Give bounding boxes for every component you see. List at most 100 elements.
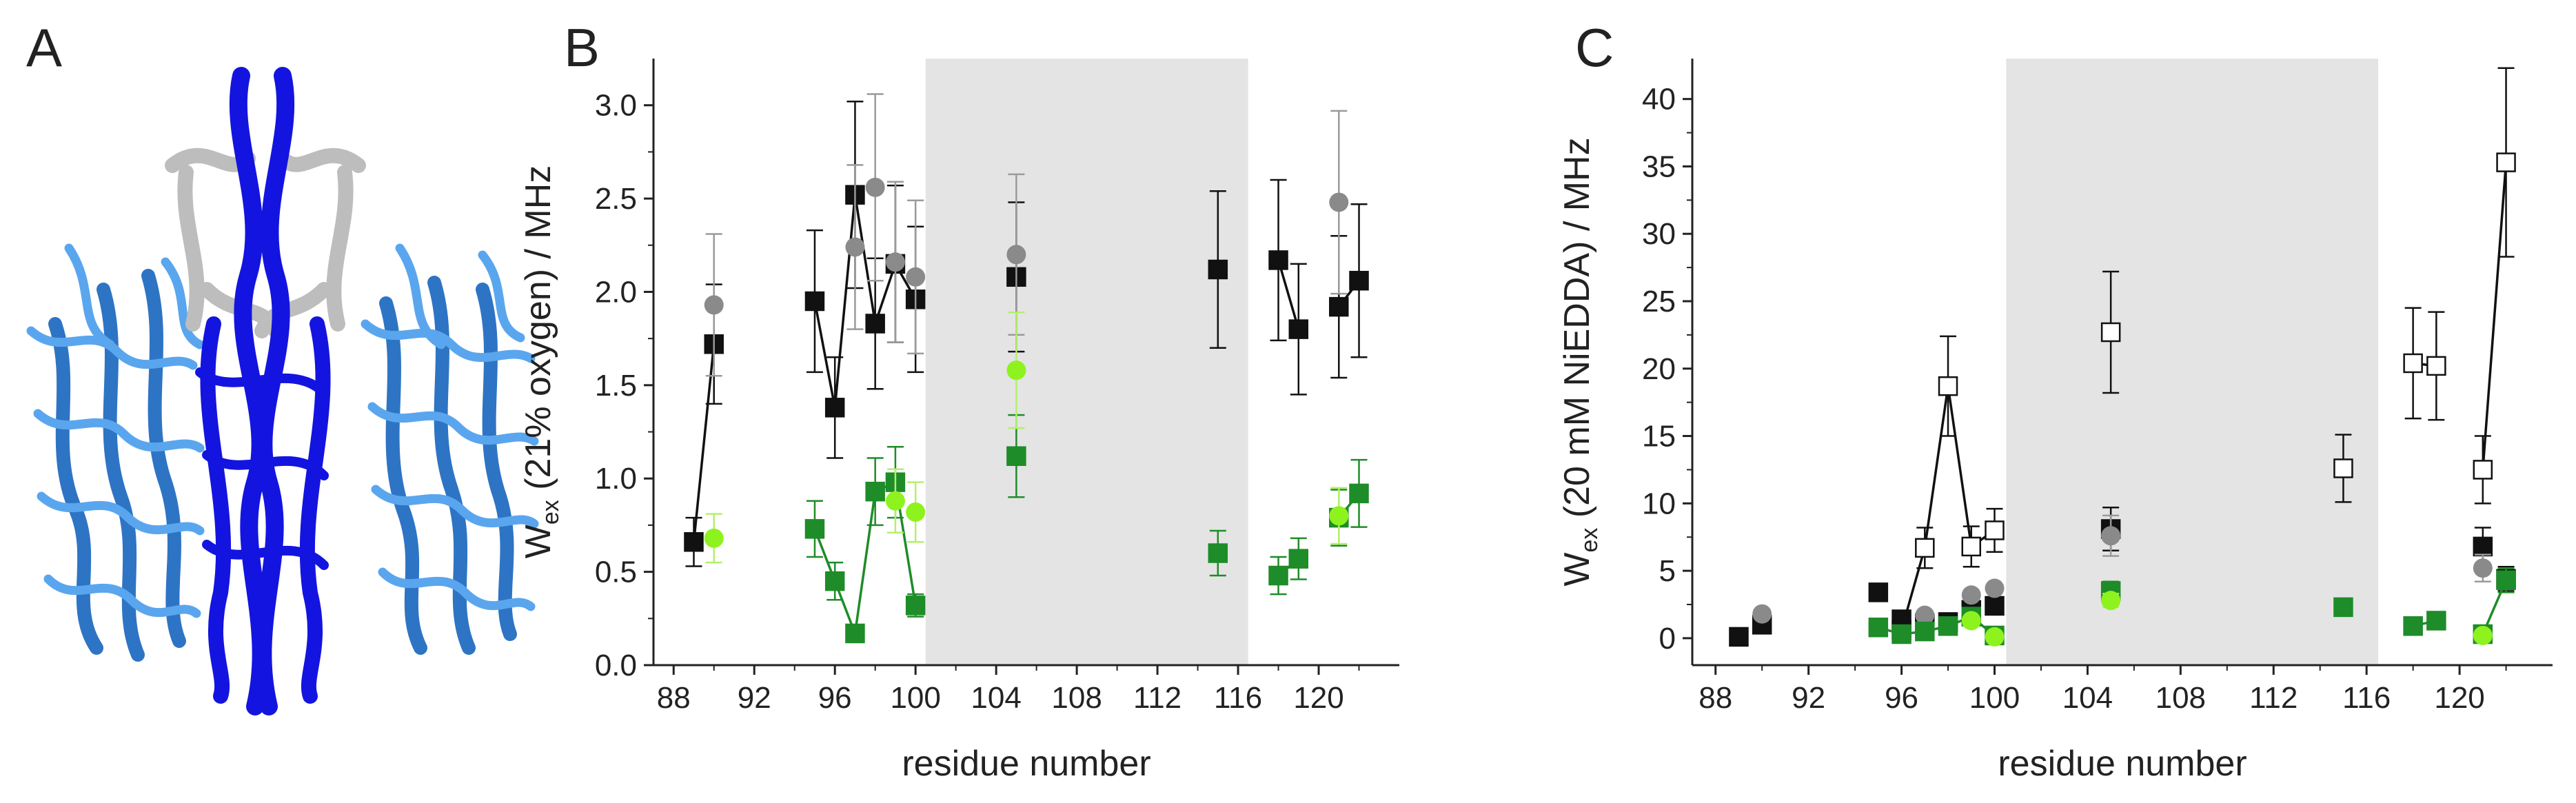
b-y-tick-label: 2.5: [595, 182, 637, 216]
c-point-square: [2426, 611, 2446, 631]
b-point-circle: [865, 177, 885, 197]
b-y-tick-label: 1.0: [595, 462, 637, 496]
b-y-tick-label: 0.0: [595, 649, 637, 682]
c-point-square: [1915, 538, 1935, 558]
b-point-circle: [885, 491, 905, 511]
b-point-circle: [845, 237, 865, 257]
b-point-square: [1006, 446, 1026, 466]
c-series-0: [1892, 67, 2516, 640]
c-point-circle: [2101, 591, 2121, 611]
b-point-square: [804, 519, 825, 539]
central-blue-helices: [195, 67, 331, 715]
b-y-title-subscript: ex: [538, 500, 564, 525]
b-y-tick-label: 3.0: [595, 89, 637, 123]
b-point-square: [1288, 319, 1309, 339]
c-y-tick-label: 30: [1642, 217, 1676, 251]
c-x-tick-label: 116: [2342, 681, 2391, 715]
c-point-square: [1985, 520, 2005, 540]
c-series-4: [1961, 591, 2493, 647]
b-point-circle: [704, 528, 724, 548]
c-point-square: [2403, 353, 2423, 374]
c-y-tick-label: 10: [1642, 487, 1676, 520]
c-y-tick-label: 35: [1642, 150, 1676, 183]
c-x-tick-label: 112: [2249, 681, 2298, 715]
b-point-square: [1208, 543, 1228, 563]
panel-b-label: B: [564, 17, 600, 78]
panel-c-label: C: [1575, 17, 1614, 78]
c-point-circle: [1985, 578, 2005, 598]
c-point-circle: [1985, 627, 2005, 647]
b-y-tick-label: 2.0: [595, 275, 637, 309]
c-x-axis-title: residue number: [1998, 744, 2247, 784]
b-x-tick-label: 100: [890, 681, 940, 715]
c-point-square: [1938, 376, 1958, 396]
c-point-square: [1868, 617, 1889, 638]
c-y-tick-label: 5: [1659, 554, 1676, 588]
b-point-square: [1208, 259, 1228, 280]
b-point-circle: [1006, 245, 1026, 265]
c-x-tick-label: 96: [1885, 681, 1918, 715]
c-point-square: [1915, 621, 1935, 642]
c-point-circle: [2473, 558, 2493, 578]
b-point-square: [1349, 270, 1369, 291]
c-x-tick-label: 92: [1792, 681, 1825, 715]
c-point-square: [2473, 460, 2493, 480]
b-shaded-region: [925, 59, 1248, 665]
c-x-tick-label: 104: [2062, 681, 2113, 715]
c-point-square: [2333, 458, 2353, 478]
b-y-title-main: W: [518, 525, 558, 558]
b-y-axis-title: Wex (21% oxygen) / MHz: [518, 165, 564, 559]
right-helix-domain: [361, 243, 539, 655]
b-x-axis-title: residue number: [902, 744, 1150, 784]
b-x-tick-label: 112: [1133, 681, 1181, 715]
c-y-title-rest: (20 mM NiEDDA) / MHz: [1557, 137, 1597, 527]
c-point-square: [1868, 582, 1889, 602]
panel-b-oxygen-chart: B 88 92 96 100 104 108 112 116 120 0.0 0.5 1.0 1.5 2.…: [518, 17, 1399, 784]
c-point-circle: [2101, 526, 2121, 546]
c-point-square: [1938, 616, 1958, 636]
b-series-0-line: [813, 194, 917, 408]
c-x-tick-label: 120: [2434, 681, 2484, 715]
b-x-tick-label: 116: [1214, 681, 1262, 715]
c-point-square: [1961, 536, 1982, 557]
c-point-circle: [1961, 611, 1981, 631]
c-point-circle: [1752, 604, 1772, 624]
c-series-0-line: [2482, 162, 2508, 470]
c-y-tick-label: 15: [1642, 420, 1676, 454]
b-point-square: [1268, 565, 1288, 586]
b-x-tick-label: 108: [1051, 681, 1102, 715]
left-helix-domain: [26, 243, 205, 662]
b-point-circle: [704, 295, 724, 315]
c-y-tick-label: 20: [1642, 352, 1676, 386]
b-y-tick-label: 1.5: [595, 369, 637, 403]
c-series-2: [1752, 514, 2493, 625]
c-point-square: [2403, 616, 2423, 636]
b-series-3: [704, 311, 1349, 564]
c-point-square: [2333, 597, 2353, 618]
b-series-0-line: [692, 344, 716, 542]
c-point-square: [2473, 536, 2493, 557]
c-y-tick-label: 40: [1642, 83, 1676, 116]
b-point-circle: [906, 502, 926, 522]
c-point-circle: [1961, 585, 1981, 605]
b-point-square: [804, 291, 825, 312]
b-x-tick-label: 120: [1293, 681, 1343, 715]
b-point-square: [824, 571, 845, 591]
c-x-tick-label: 100: [1969, 681, 2020, 715]
b-point-square: [845, 623, 865, 644]
c-y-title-subscript: ex: [1576, 528, 1603, 553]
c-y-tick-label: 25: [1642, 285, 1676, 318]
c-x-tick-label: 108: [2156, 681, 2206, 715]
c-shaded-region: [2006, 59, 2379, 665]
c-point-square: [2426, 356, 2446, 376]
b-point-square: [905, 596, 926, 616]
b-point-square: [865, 314, 885, 334]
b-x-tick-label: 88: [657, 681, 691, 715]
b-x-tick-label: 96: [818, 681, 852, 715]
b-point-square: [1329, 296, 1349, 317]
b-y-title-rest: (21% oxygen) / MHz: [518, 165, 558, 500]
b-x-tick-label: 104: [971, 681, 1021, 715]
panel-a-label: A: [26, 17, 62, 78]
b-point-circle: [906, 267, 926, 287]
